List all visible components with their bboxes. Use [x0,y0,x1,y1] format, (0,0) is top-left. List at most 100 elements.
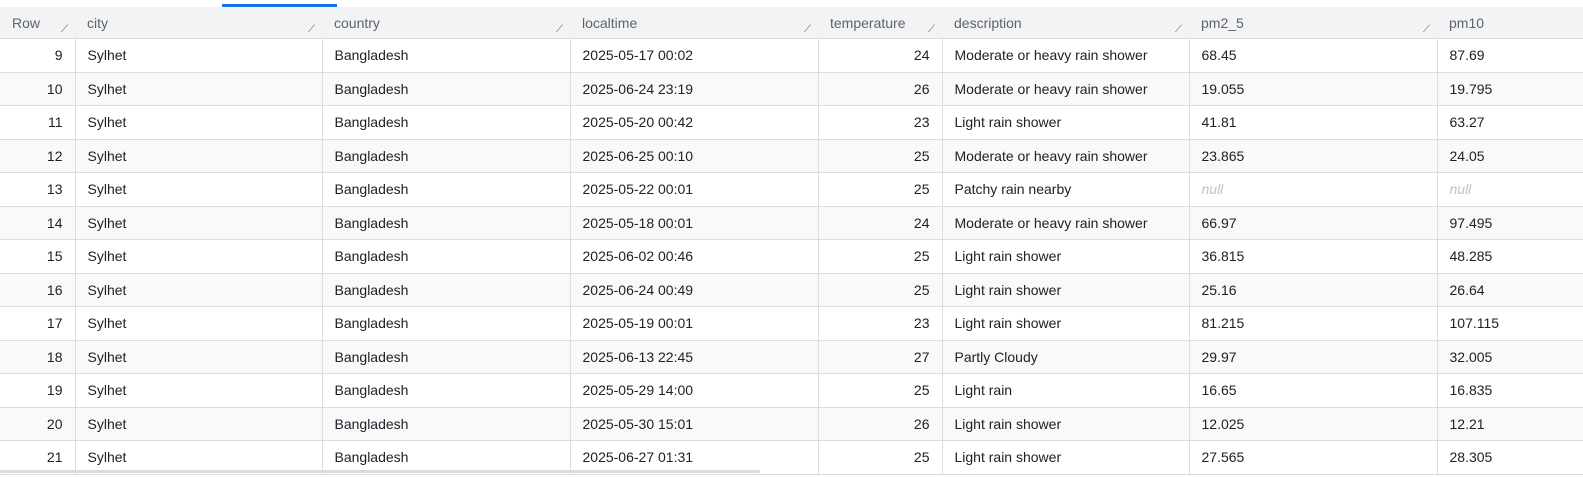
description-cell[interactable]: Light rain shower [942,239,1190,274]
temperature-cell[interactable]: 25 [818,440,943,475]
description-cell[interactable]: Patchy rain nearby [942,172,1190,207]
pm10-cell[interactable]: 107.115 [1437,306,1583,341]
table-row[interactable]: 13 Sylhet Bangladesh 2025-05-22 00:01 25 Patc… [0,172,1583,207]
resize-handle-icon[interactable]: ⟋ [61,24,68,35]
description-cell[interactable]: Light rain [942,373,1190,408]
temperature-cell[interactable]: 26 [818,407,943,441]
country-cell[interactable]: Bangladesh [322,273,571,307]
pm10-cell[interactable]: 32.005 [1437,340,1583,374]
pm10-cell[interactable]: 63.27 [1437,105,1583,140]
column-header-localtime[interactable]: localtime ⟋ [570,7,818,39]
table-row[interactable]: 15 Sylhet Bangladesh 2025-06-02 00:46 25 Ligh… [0,239,1583,274]
temperature-cell[interactable]: 26 [818,72,943,106]
table-row[interactable]: 16 Sylhet Bangladesh 2025-06-24 00:49 25 Ligh… [0,273,1583,307]
localtime-cell[interactable]: 2025-06-27 01:31 [570,440,819,475]
country-cell[interactable]: Bangladesh [322,139,571,173]
country-cell[interactable]: Bangladesh [322,239,571,274]
pm10-cell[interactable]: 12.21 [1437,407,1583,441]
pm2_5-cell[interactable]: 41.81 [1189,105,1438,140]
table-row[interactable]: 11 Sylhet Bangladesh 2025-05-20 00:42 23 Ligh… [0,105,1583,140]
temperature-cell[interactable]: 27 [818,340,943,374]
localtime-cell[interactable]: 2025-05-29 14:00 [570,373,819,408]
city-cell[interactable]: Sylhet [75,38,323,73]
country-cell[interactable]: Bangladesh [322,407,571,441]
country-cell[interactable]: Bangladesh [322,105,571,140]
description-cell[interactable]: Moderate or heavy rain shower [942,139,1190,173]
city-cell[interactable]: Sylhet [75,306,323,341]
pm10-cell[interactable]: 19.795 [1437,72,1583,106]
table-row[interactable]: 18 Sylhet Bangladesh 2025-06-13 22:45 27 Part… [0,340,1583,374]
city-cell[interactable]: Sylhet [75,273,323,307]
pm2_5-cell[interactable]: 66.97 [1189,206,1438,240]
city-cell[interactable]: Sylhet [75,440,323,475]
pm2_5-cell[interactable]: null [1189,172,1438,207]
city-cell[interactable]: Sylhet [75,206,323,240]
city-cell[interactable]: Sylhet [75,172,323,207]
pm2_5-cell[interactable]: 16.65 [1189,373,1438,408]
city-cell[interactable]: Sylhet [75,139,323,173]
temperature-cell[interactable]: 25 [818,139,943,173]
pm10-cell[interactable]: 28.305 [1437,440,1583,475]
pm10-cell[interactable]: 87.69 [1437,38,1583,73]
country-cell[interactable]: Bangladesh [322,206,571,240]
localtime-cell[interactable]: 2025-06-24 23:19 [570,72,819,106]
description-cell[interactable]: Moderate or heavy rain shower [942,72,1190,106]
column-header-city[interactable]: city ⟋ [75,7,322,39]
localtime-cell[interactable]: 2025-06-13 22:45 [570,340,819,374]
column-header-pm2_5[interactable]: pm2_5 ⟋ [1189,7,1437,39]
table-row[interactable]: 10 Sylhet Bangladesh 2025-06-24 23:19 26 Mode… [0,72,1583,106]
resize-handle-icon[interactable]: ⟋ [928,24,935,35]
city-cell[interactable]: Sylhet [75,72,323,106]
description-cell[interactable]: Light rain shower [942,306,1190,341]
temperature-cell[interactable]: 25 [818,239,943,274]
country-cell[interactable]: Bangladesh [322,340,571,374]
country-cell[interactable]: Bangladesh [322,72,571,106]
column-header-temperature[interactable]: temperature ⟋ [818,7,942,39]
table-row[interactable]: 12 Sylhet Bangladesh 2025-06-25 00:10 25 Mode… [0,139,1583,173]
country-cell[interactable]: Bangladesh [322,306,571,341]
localtime-cell[interactable]: 2025-05-17 00:02 [570,38,819,73]
temperature-cell[interactable]: 25 [818,273,943,307]
localtime-cell[interactable]: 2025-05-22 00:01 [570,172,819,207]
city-cell[interactable]: Sylhet [75,340,323,374]
resize-handle-icon[interactable]: ⟋ [1423,24,1430,35]
table-row[interactable]: 17 Sylhet Bangladesh 2025-05-19 00:01 23 Ligh… [0,306,1583,341]
description-cell[interactable]: Moderate or heavy rain shower [942,206,1190,240]
pm10-cell[interactable]: 48.285 [1437,239,1583,274]
resize-handle-icon[interactable]: ⟋ [308,24,315,35]
temperature-cell[interactable]: 25 [818,172,943,207]
resize-handle-icon[interactable]: ⟋ [556,24,563,35]
temperature-cell[interactable]: 24 [818,38,943,73]
localtime-cell[interactable]: 2025-06-24 00:49 [570,273,819,307]
pm2_5-cell[interactable]: 25.16 [1189,273,1438,307]
table-row[interactable]: 21 Sylhet Bangladesh 2025-06-27 01:31 25 Ligh… [0,440,1583,475]
city-cell[interactable]: Sylhet [75,105,323,140]
city-cell[interactable]: Sylhet [75,239,323,274]
pm2_5-cell[interactable]: 68.45 [1189,38,1438,73]
temperature-cell[interactable]: 25 [818,373,943,408]
localtime-cell[interactable]: 2025-05-18 00:01 [570,206,819,240]
localtime-cell[interactable]: 2025-05-19 00:01 [570,306,819,341]
table-row[interactable]: 20 Sylhet Bangladesh 2025-05-30 15:01 26 Ligh… [0,407,1583,441]
pm10-cell[interactable]: null [1437,172,1583,207]
pm2_5-cell[interactable]: 81.215 [1189,306,1438,341]
description-cell[interactable]: Light rain shower [942,273,1190,307]
localtime-cell[interactable]: 2025-05-30 15:01 [570,407,819,441]
description-cell[interactable]: Light rain shower [942,105,1190,140]
temperature-cell[interactable]: 24 [818,206,943,240]
horizontal-scrollbar[interactable] [0,470,760,473]
localtime-cell[interactable]: 2025-05-20 00:42 [570,105,819,140]
localtime-cell[interactable]: 2025-06-02 00:46 [570,239,819,274]
pm2_5-cell[interactable]: 19.055 [1189,72,1438,106]
column-header-description[interactable]: description ⟋ [942,7,1189,39]
country-cell[interactable]: Bangladesh [322,373,571,408]
pm10-cell[interactable]: 97.495 [1437,206,1583,240]
column-header-row[interactable]: Row ⟋ [0,7,75,39]
pm2_5-cell[interactable]: 27.565 [1189,440,1438,475]
temperature-cell[interactable]: 23 [818,306,943,341]
pm2_5-cell[interactable]: 12.025 [1189,407,1438,441]
pm10-cell[interactable]: 16.835 [1437,373,1583,408]
pm10-cell[interactable]: 24.05 [1437,139,1583,173]
city-cell[interactable]: Sylhet [75,373,323,408]
description-cell[interactable]: Light rain shower [942,407,1190,441]
